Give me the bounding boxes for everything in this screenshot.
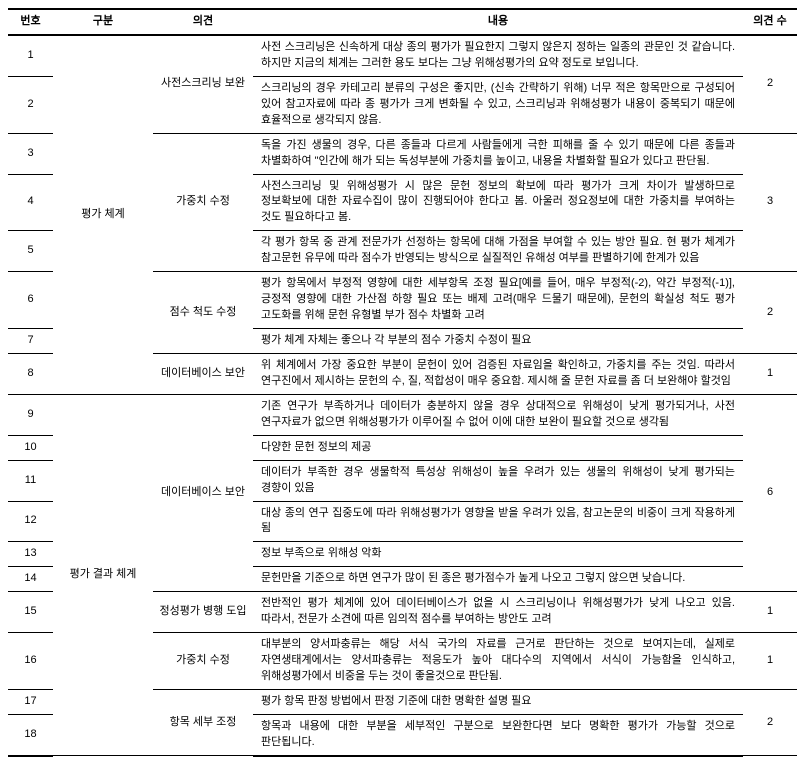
cell-count: 3 <box>743 133 797 272</box>
cell-content: 대부분의 양서파충류는 해당 서식 국가의 자료를 근거로 판단하는 것으로 보… <box>253 633 743 690</box>
cell-num: 3 <box>8 133 53 174</box>
cell-content: 전반적인 평가 체계에 있어 데이터베이스가 없을 시 스크리닝이나 위해성평가… <box>253 592 743 633</box>
cell-num: 15 <box>8 592 53 633</box>
cell-num: 9 <box>8 394 53 435</box>
table-header-row: 번호 구분 의견 내용 의견 수 <box>8 9 797 35</box>
cell-content: 데이터가 부족한 경우 생물학적 특성상 위해성이 높을 우려가 있는 생물의 … <box>253 460 743 501</box>
cell-opinion: 사전스크리닝 보완 <box>153 35 253 133</box>
cell-content: 항목과 내용에 대한 부분을 세부적인 구분으로 보완한다면 보다 명확한 평가… <box>253 714 743 755</box>
cell-content: 다양한 문헌 정보의 제공 <box>253 435 743 460</box>
cell-num: 14 <box>8 567 53 592</box>
cell-opinion: 가중치 수정 <box>153 633 253 690</box>
cell-opinion: 항목 세부 조정 <box>153 689 253 755</box>
cell-opinion: 데이터베이스 보안 <box>153 353 253 394</box>
cell-num: 12 <box>8 501 53 542</box>
cell-num: 4 <box>8 174 53 231</box>
cell-num: 11 <box>8 460 53 501</box>
cell-content: 문헌만을 기준으로 하면 연구가 많이 된 종은 평가점수가 높게 나오고 그렇… <box>253 567 743 592</box>
cell-opinion: 데이터베이스 보안 <box>153 394 253 591</box>
cell-content: 각 평가 항목 중 관계 전문가가 선정하는 항목에 대해 가점을 부여할 수 … <box>253 231 743 272</box>
cell-content: 스크리닝의 경우 카테고리 분류의 구성은 좋지만, (신속 간략하기 위해) … <box>253 76 743 133</box>
cell-num: 2 <box>8 76 53 133</box>
cell-content: 사전 스크리닝은 신속하게 대상 종의 평가가 필요한지 그렇지 않은지 정하는… <box>253 35 743 76</box>
header-opinion: 의견 <box>153 9 253 35</box>
cell-content: 위 체계에서 가장 중요한 부분이 문헌이 있어 검증된 자료임을 확인하고, … <box>253 353 743 394</box>
cell-content: 사전스크리닝 및 위해성평가 시 많은 문헌 정보의 확보에 따라 평가가 크게… <box>253 174 743 231</box>
cell-count: 2 <box>743 689 797 755</box>
header-num: 번호 <box>8 9 53 35</box>
cell-count: 6 <box>743 394 797 591</box>
cell-num: 17 <box>8 689 53 714</box>
cell-num: 16 <box>8 633 53 690</box>
cell-count: 1 <box>743 353 797 394</box>
cell-count: 1 <box>743 633 797 690</box>
cell-content: 대상 종의 연구 집중도에 따라 위해성평가가 영향을 받을 우려가 있음, 참… <box>253 501 743 542</box>
cell-opinion: 가중치 수정 <box>153 133 253 272</box>
cell-num: 7 <box>8 329 53 354</box>
cell-content: 기존 연구가 부족하거나 데이터가 충분하지 않을 경우 상대적으로 위해성이 … <box>253 394 743 435</box>
cell-content: 정보 부족으로 위해성 악화 <box>253 542 743 567</box>
cell-num: 8 <box>8 353 53 394</box>
header-count: 의견 수 <box>743 9 797 35</box>
cell-num: 13 <box>8 542 53 567</box>
cell-content: 독을 가진 생물의 경우, 다른 종들과 다르게 사람들에게 극한 피해를 줄 … <box>253 133 743 174</box>
cell-opinion: 정성평가 병행 도입 <box>153 592 253 633</box>
cell-num: 6 <box>8 272 53 329</box>
header-content: 내용 <box>253 9 743 35</box>
table-row: 1 평가 체계 사전스크리닝 보완 사전 스크리닝은 신속하게 대상 종의 평가… <box>8 35 797 76</box>
cell-num: 1 <box>8 35 53 76</box>
cell-content: 평가 항목에서 부정적 영향에 대한 세부항목 조정 필요[예를 들어, 매우 … <box>253 272 743 329</box>
cell-count: 2 <box>743 272 797 354</box>
cell-count: 2 <box>743 35 797 133</box>
cell-opinion: 점수 척도 수정 <box>153 272 253 354</box>
cell-content: 평가 항목 판정 방법에서 판정 기준에 대한 명확한 설명 필요 <box>253 689 743 714</box>
header-category: 구분 <box>53 9 153 35</box>
cell-count: 1 <box>743 592 797 633</box>
opinion-table: 번호 구분 의견 내용 의견 수 1 평가 체계 사전스크리닝 보완 사전 스크… <box>8 8 797 757</box>
table-row: 9 평가 결과 체계 데이터베이스 보안 기존 연구가 부족하거나 데이터가 충… <box>8 394 797 435</box>
cell-category: 평가 결과 체계 <box>53 394 153 755</box>
cell-num: 18 <box>8 714 53 755</box>
cell-num: 10 <box>8 435 53 460</box>
cell-content: 평가 체계 자체는 좋으나 각 부분의 점수 가중치 수정이 필요 <box>253 329 743 354</box>
cell-category: 평가 체계 <box>53 35 153 394</box>
cell-num: 5 <box>8 231 53 272</box>
